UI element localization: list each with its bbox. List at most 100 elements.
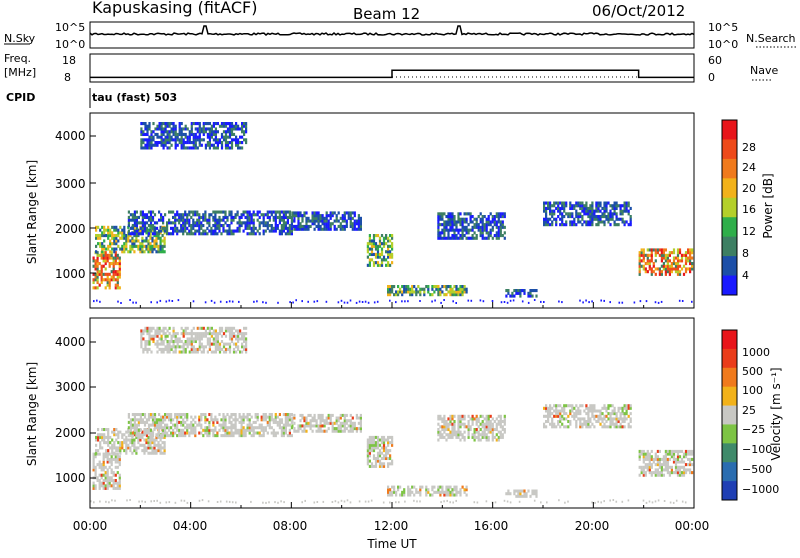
heatmap-cell <box>325 216 328 220</box>
heatmap-cell <box>98 463 101 467</box>
heatmap-cell <box>337 211 340 215</box>
heatmap-cell <box>403 490 406 494</box>
heatmap-cell <box>295 429 298 433</box>
heatmap-cell <box>303 227 306 231</box>
heatmap-cell <box>226 127 230 131</box>
heatmap-cell <box>192 431 195 435</box>
ground-scatter-cell <box>431 300 433 303</box>
heatmap-cell <box>111 225 114 229</box>
heatmap-cell <box>547 412 550 416</box>
heatmap-cell <box>479 433 482 437</box>
heatmap-cell <box>127 229 130 233</box>
heatmap-cell <box>145 428 149 432</box>
heatmap-cell <box>230 215 233 220</box>
heatmap-cell <box>200 143 203 147</box>
heatmap-cell <box>141 221 144 225</box>
heatmap-cell <box>282 218 285 222</box>
heatmap-cell <box>141 247 144 251</box>
heatmap-cell <box>301 413 304 417</box>
heatmap-cell <box>447 422 450 426</box>
heatmap-cell <box>495 236 498 240</box>
heatmap-cell <box>274 226 277 230</box>
ground-scatter-cell <box>165 501 168 504</box>
heatmap-cell <box>168 130 171 134</box>
heatmap-cell <box>382 239 386 243</box>
heatmap-cell <box>644 267 647 271</box>
heatmap-cell <box>239 350 242 354</box>
heatmap-cell <box>188 342 191 346</box>
heatmap-cell <box>307 224 310 229</box>
heatmap-cell <box>202 138 205 142</box>
heatmap-cell <box>577 201 580 205</box>
heatmap-cell <box>144 143 147 147</box>
heatmap-cell <box>387 290 390 294</box>
heatmap-cell <box>156 124 159 128</box>
ground-scatter-cell <box>135 301 137 304</box>
heatmap-cell <box>595 204 598 208</box>
ground-scatter-cell <box>313 300 316 303</box>
heatmap-cell <box>278 426 281 430</box>
heatmap-cell <box>303 224 306 229</box>
heatmap-cell <box>166 224 169 228</box>
heatmap-cell <box>230 326 234 330</box>
heatmap-cell <box>337 224 340 229</box>
heatmap-cell <box>204 143 207 147</box>
heatmap-cell <box>248 224 251 228</box>
heatmap-cell <box>491 435 494 439</box>
heatmap-cell <box>212 218 215 222</box>
heatmap-cell <box>415 287 418 291</box>
heatmap-cell <box>374 252 378 257</box>
heatmap-cell <box>315 424 318 428</box>
heatmap-cell <box>239 135 242 139</box>
heatmap-cell <box>333 429 336 433</box>
heatmap-cell <box>206 132 209 137</box>
heatmap-cell <box>151 236 154 240</box>
heatmap-cell <box>676 452 680 456</box>
heatmap-cell <box>684 262 688 266</box>
heatmap-cell <box>198 423 201 427</box>
heatmap-cell <box>609 204 612 208</box>
heatmap-cell <box>212 428 215 432</box>
heatmap-cell <box>469 217 472 221</box>
heatmap-cell <box>164 345 167 349</box>
heatmap-cell <box>232 132 236 137</box>
heatmap-cell <box>644 455 647 459</box>
heatmap-cell <box>642 253 645 257</box>
heatmap-cell <box>148 138 151 142</box>
heatmap-cell <box>609 209 612 213</box>
heatmap-cell <box>135 418 138 422</box>
heatmap-cell <box>595 201 598 205</box>
heatmap-cell <box>286 229 289 233</box>
ground-scatter-cell <box>404 500 406 503</box>
heatmap-cell <box>146 124 149 128</box>
heatmap-cell <box>188 135 191 139</box>
heatmap-cell <box>678 471 682 475</box>
heatmap-cell <box>208 434 211 438</box>
heatmap-cell <box>595 414 598 418</box>
heatmap-cell <box>157 435 160 439</box>
heatmap-cell <box>204 229 207 233</box>
heatmap-cell <box>473 438 476 442</box>
heatmap-cell <box>94 473 97 477</box>
heatmap-cell <box>662 248 665 252</box>
heatmap-cell <box>174 426 177 430</box>
heatmap-cell <box>99 441 102 445</box>
heatmap-cell <box>376 247 380 251</box>
heatmap-cell <box>495 223 498 227</box>
heatmap-cell <box>680 256 684 260</box>
heatmap-cell <box>374 242 378 246</box>
heatmap-cell <box>445 493 448 497</box>
heatmap-cell <box>123 231 126 235</box>
heatmap-cell <box>208 141 211 145</box>
heatmap-cell <box>684 449 688 453</box>
heatmap-cell <box>140 138 143 142</box>
heatmap-cell <box>395 293 398 297</box>
heatmap-cell <box>676 473 680 477</box>
heatmap-cell <box>114 460 117 464</box>
heatmap-cell <box>174 415 177 419</box>
heatmap-cell <box>359 222 362 226</box>
heatmap-cell <box>341 421 344 425</box>
heatmap-cell <box>376 261 380 265</box>
heatmap-cell <box>609 417 612 421</box>
heatmap-cell <box>609 420 612 424</box>
